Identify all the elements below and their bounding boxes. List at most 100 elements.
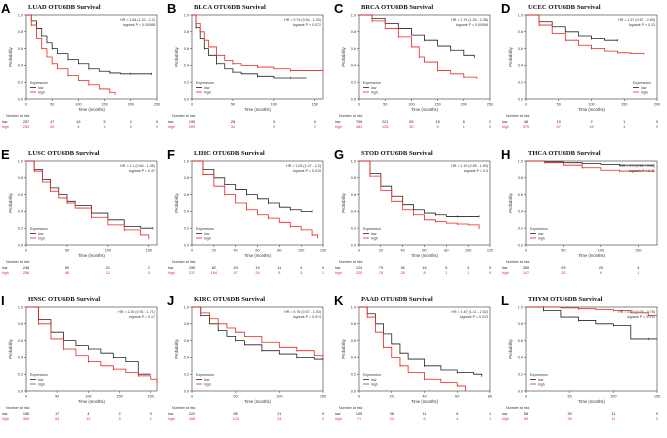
risk-high-value: 12 [106,271,110,275]
p-value-text: logrank P = 0.072 [293,23,321,27]
y-tick-label: 0.0 [18,389,23,393]
y-axis-label: Probability [341,46,346,66]
p-value-text: logrank P = 0.011 [627,315,655,319]
y-tick-label: 0.2 [18,373,23,377]
risk-high-value: 217 [189,271,195,275]
risk-low-value: 6 [456,412,458,416]
y-tick-label: 0.6 [184,47,189,51]
x-axis-label: Time (months) [411,107,438,112]
legend-high-label: high [641,90,648,94]
risk-low-value: 15 [435,120,439,124]
y-tick-label: 1.0 [184,159,189,163]
risk-row-high-label: high [335,125,342,129]
hr-text: HR = 1.64 (1.22 - 2.2) [120,18,155,22]
x-tick-label: 100 [465,249,471,253]
risk-low-value: 221 [382,120,388,124]
x-tick-label: 100 [598,249,604,253]
x-tick-label: 150 [146,249,152,253]
risk-low-value: 11 [277,266,281,270]
y-tick-label: 0.2 [18,81,23,85]
risk-low-value: 109 [356,412,362,416]
risk-high-value: 12 [86,417,90,421]
risk-low-value: 11 [423,412,427,416]
risk-high-value: 0 [489,271,491,275]
chart-title: KIRC OTU6DB Survival [194,296,266,303]
x-axis-label: Time (months) [411,253,438,258]
risk-table-title: Number at risk [6,114,30,118]
x-tick-label: 200 [128,103,134,107]
risk-low-value: 59 [65,266,69,270]
p-value-text: logrank P = 0.17 [129,315,155,319]
x-tick-label: 0 [191,103,193,107]
survival-curve-low [26,14,152,75]
x-tick-label: 50 [383,103,387,107]
x-tick-label: 150 [116,395,122,399]
x-tick-label: 100 [610,395,616,399]
panel-j: J KIRC OTU6DB Survival 0.0 0.2 0.4 0.6 0.8 1.0 0… [166,292,332,438]
hr-text: HR = 2.2 (0.82 - 5.91) [620,164,655,168]
x-tick-label: 50 [557,103,561,107]
x-tick-label: 50 [55,395,59,399]
risk-low-value: 6 [463,120,465,124]
km-plot: 0.00.20.40.60.81.00 50 100 150 200 250Probabi… [335,13,493,129]
plot-frame [25,306,158,392]
risk-high-value: 123 [232,417,238,421]
risk-low-value: 17 [55,412,59,416]
risk-low-value: 58 [524,412,528,416]
risk-low-value: 155 [189,266,195,270]
y-axis-label: Probability [341,338,346,358]
risk-high-value: 379 [523,125,529,129]
risk-low-value: 36 [401,266,405,270]
risk-high-value: 2 [314,125,316,129]
km-plot: 0.00.20.40.60.81.00 20 40 60 80 100 120Probabi… [335,159,493,275]
y-tick-label: 0.8 [18,176,23,180]
x-tick-label: 50 [568,395,572,399]
x-tick-label: 40 [234,249,238,253]
y-tick-label: 0.0 [351,97,356,101]
x-tick-label: 50 [561,249,565,253]
y-tick-label: 0.6 [351,193,356,197]
y-tick-label: 0.4 [518,210,523,214]
x-tick-label: 150 [312,103,318,107]
risk-row-low-label: low [168,412,174,416]
legend-low-label: low [641,86,647,90]
y-tick-label: 0.4 [184,210,189,214]
p-value-text: logrank P = 0.11 [629,169,655,173]
hr-text: HR = 0.74 (0.54 - 1.03) [284,18,321,22]
x-tick-label: 20 [379,249,383,253]
y-axis-label: Probability [508,192,513,212]
x-tick-label: 0 [25,249,27,253]
risk-high-value: 8 [423,271,425,275]
survival-curve-low [359,160,480,217]
risk-row-low-label: low [168,266,174,270]
survival-curve-high [192,306,324,358]
x-tick-label: 40 [401,249,405,253]
y-tick-label: 1.0 [351,159,356,163]
x-tick-label: 60 [422,249,426,253]
y-tick-label: 0.6 [18,47,23,51]
risk-high-value: 16 [589,125,593,129]
risk-low-value: 2 [148,266,150,270]
legend-low-label: low [538,232,544,236]
y-tick-label: 1.0 [18,13,23,17]
y-tick-label: 0.6 [518,47,523,51]
survival-curve-low [192,14,307,79]
legend-low-label: low [371,86,377,90]
y-tick-label: 0.4 [184,356,189,360]
y-tick-label: 0.2 [184,227,189,231]
risk-table-title: Number at risk [6,406,30,410]
x-tick-label: 60 [255,249,259,253]
risk-high-value: 4 [456,417,458,421]
risk-high-value: 33 [561,271,565,275]
legend-high-label: high [38,90,45,94]
risk-low-value: 156 [23,412,29,416]
risk-high-value: 0 [489,125,491,129]
x-tick-label: 100 [75,103,81,107]
panel-d: D UCEC OTU6DB Survival 0.0 0.2 0.4 0.6 0.8 1.0 0… [500,0,666,146]
risk-low-value: 85 [234,412,238,416]
x-tick-label: 250 [154,103,160,107]
risk-low-value: 355 [523,266,529,270]
risk-low-value: 0 [489,266,491,270]
risk-low-value: 19 [255,266,259,270]
x-tick-label: 0 [358,395,360,399]
